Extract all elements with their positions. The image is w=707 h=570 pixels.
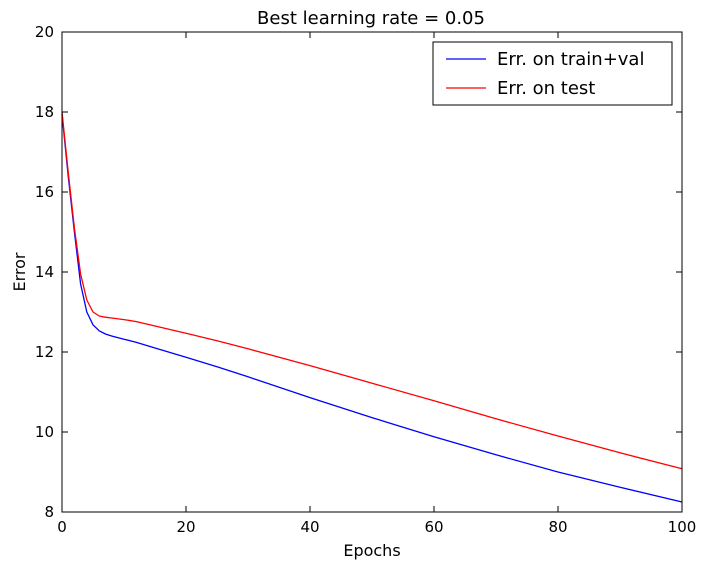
- legend: Err. on train+val Err. on test: [432, 41, 673, 106]
- series-layer: [61, 111, 683, 503]
- x-tick-label-60: 60: [424, 518, 443, 536]
- series-line-0: [61, 113, 683, 503]
- y-tick-label-12: 12: [35, 343, 54, 361]
- y-tick-label-10: 10: [35, 423, 54, 441]
- y-tick-label-14: 14: [35, 263, 54, 281]
- chart-title: Best learning rate = 0.05: [257, 8, 485, 29]
- legend-box: [432, 41, 673, 106]
- y-axis-label: Error: [10, 252, 29, 291]
- series-line-1: [61, 111, 683, 470]
- x-tick-label-40: 40: [300, 518, 319, 536]
- x-axis-label: Epochs: [343, 541, 400, 560]
- x-tick-label-20: 20: [176, 518, 195, 536]
- legend-label-test: Err. on test: [497, 78, 595, 99]
- y-tick-label-16: 16: [35, 183, 54, 201]
- x-tick-label-0: 0: [57, 518, 67, 536]
- legend-label-train-val: Err. on train+val: [497, 49, 644, 70]
- y-tick-label-8: 8: [44, 503, 54, 521]
- x-tick-label-80: 80: [548, 518, 567, 536]
- tick-layer: 0 20 40 60 80 100 8 10 12 14 16 18 20: [35, 23, 696, 536]
- y-tick-label-18: 18: [35, 103, 54, 121]
- x-tick-label-100: 100: [668, 518, 697, 536]
- y-tick-label-20: 20: [35, 23, 54, 41]
